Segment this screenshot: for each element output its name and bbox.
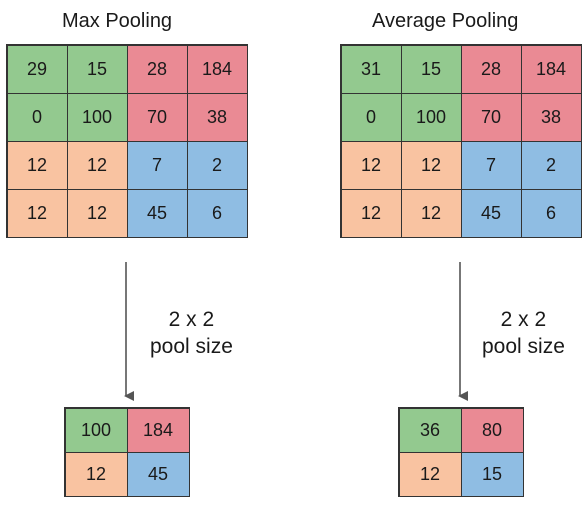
grid-cell: 7 xyxy=(460,140,522,190)
grid-cell: 38 xyxy=(186,92,248,142)
average-pooling-pool-size-label: 2 x 2 pool size xyxy=(482,306,565,360)
grid-cell: 12 xyxy=(66,188,128,238)
grid-cell: 100 xyxy=(66,92,128,142)
average-pooling-output-grid: 36 80 12 15 xyxy=(398,407,524,497)
grid-cell: 38 xyxy=(520,92,582,142)
grid-cell: 15 xyxy=(400,44,462,94)
grid-cell: 29 xyxy=(6,44,68,94)
pool-size-line2: pool size xyxy=(482,335,565,358)
grid-cell: 100 xyxy=(64,407,128,453)
grid-cell: 6 xyxy=(186,188,248,238)
grid-cell: 15 xyxy=(460,451,524,497)
grid-cell: 12 xyxy=(6,140,68,190)
pool-size-line1: 2 x 2 xyxy=(168,308,215,331)
max-pooling-input-grid: 29 15 28 184 0 100 70 38 12 12 7 2 12 12… xyxy=(6,44,248,238)
grid-cell: 6 xyxy=(520,188,582,238)
grid-cell: 0 xyxy=(6,92,68,142)
max-pooling-title: Max Pooling xyxy=(62,10,173,32)
grid-cell: 36 xyxy=(398,407,462,453)
pool-size-line2: pool size xyxy=(150,335,233,358)
grid-cell: 0 xyxy=(340,92,402,142)
grid-cell: 184 xyxy=(520,44,582,94)
grid-cell: 12 xyxy=(6,188,68,238)
grid-cell: 80 xyxy=(460,407,524,453)
grid-cell: 2 xyxy=(520,140,582,190)
grid-cell: 70 xyxy=(460,92,522,142)
grid-cell: 45 xyxy=(126,188,188,238)
grid-cell: 15 xyxy=(66,44,128,94)
max-pooling-output-grid: 100 184 12 45 xyxy=(64,407,190,497)
grid-cell: 184 xyxy=(186,44,248,94)
grid-cell: 12 xyxy=(64,451,128,497)
grid-cell: 2 xyxy=(186,140,248,190)
grid-cell: 45 xyxy=(126,451,190,497)
average-pooling-input-grid: 31 15 28 184 0 100 70 38 12 12 7 2 12 12… xyxy=(340,44,582,238)
average-pooling-title: Average Pooling xyxy=(372,10,519,32)
grid-cell: 184 xyxy=(126,407,190,453)
max-pooling-pool-size-label: 2 x 2 pool size xyxy=(150,306,233,360)
pool-size-line1: 2 x 2 xyxy=(500,308,547,331)
grid-cell: 12 xyxy=(398,451,462,497)
grid-cell: 70 xyxy=(126,92,188,142)
grid-cell: 7 xyxy=(126,140,188,190)
